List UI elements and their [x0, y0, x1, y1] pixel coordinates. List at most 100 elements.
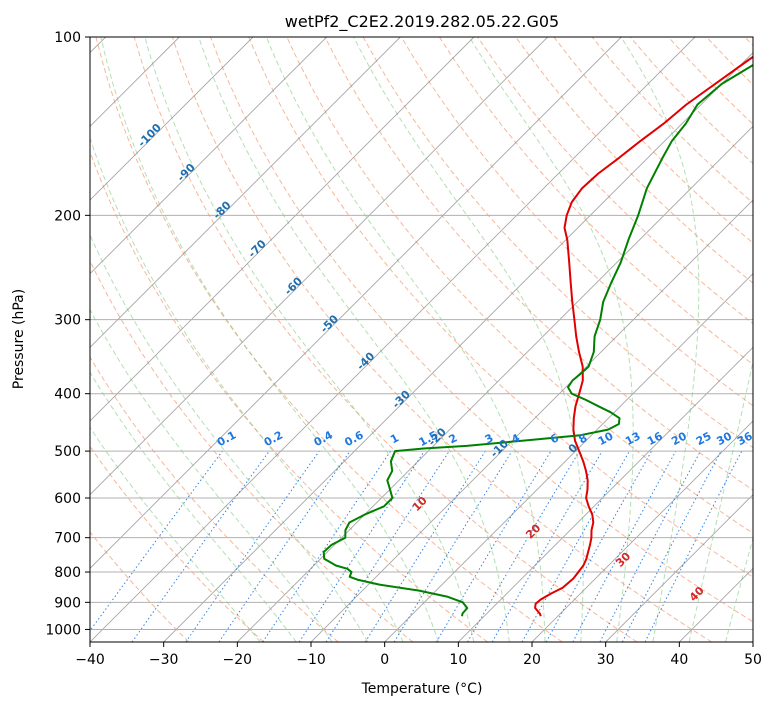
dry-adiabat: [324, 37, 753, 491]
dewpoint-profile: [322, 63, 753, 617]
isotherm-label: -80: [210, 198, 233, 221]
moist-adiabat-label: 20: [523, 521, 543, 541]
isotherm-label: -30: [390, 388, 413, 411]
dry-adiabat: [668, 37, 753, 125]
dry-adiabat: [90, 150, 488, 642]
moist-adiabat: [198, 37, 510, 642]
dry-adiabat: [171, 37, 712, 642]
plot-frame: [89, 36, 754, 643]
moist-adiabat: [90, 233, 369, 642]
dry-adiabat: [362, 37, 753, 449]
mixing-ratio-label: 0.4: [312, 428, 336, 449]
dry-adiabat: [248, 37, 753, 578]
y-tick-label: 600: [54, 491, 81, 507]
isotherm-line: [90, 37, 622, 569]
mixing-ratio-line: [435, 450, 552, 642]
isotherm-line: [679, 567, 753, 642]
dry-adiabat: [400, 37, 753, 407]
moist-adiabat-label: 30: [613, 549, 633, 569]
isotherm-line: [458, 346, 753, 642]
isotherm-label: -70: [246, 237, 269, 260]
mixing-ratio-line: [218, 450, 351, 642]
x-tick-label: 40: [670, 652, 688, 668]
mixing-ratio-label: 4: [509, 431, 522, 446]
isotherm-line: [310, 199, 753, 642]
isotherm-line: [605, 494, 753, 642]
y-tick-label: 900: [54, 595, 81, 611]
isotherm-line: [90, 37, 696, 642]
y-axis-label: Pressure (hPa): [11, 289, 27, 389]
isotherm-label: -50: [318, 312, 341, 335]
chart-title: wetPf2_C2E2.2019.282.05.22.G05: [285, 12, 559, 32]
moist-adiabat: [100, 37, 439, 642]
x-axis: −40 −30 −20 −10 0 10 20 30 40 50: [75, 642, 762, 668]
y-tick-label: 700: [54, 531, 81, 547]
dry-adiabat: [515, 37, 753, 284]
mixing-ratio-label: 13: [623, 429, 643, 448]
dry-adiabat: [133, 37, 638, 642]
isotherm-line: [384, 273, 753, 642]
isotherm-line: [752, 641, 753, 642]
mixing-ratio-line: [621, 450, 722, 642]
background-lines: [90, 37, 753, 642]
moist-adiabat: [144, 37, 475, 642]
isotherm-line: [90, 37, 401, 348]
dry-adiabat: [477, 37, 753, 325]
x-tick-label: 20: [523, 652, 541, 668]
isotherm-line: [90, 37, 327, 275]
moist-adiabat: [90, 308, 333, 642]
mixing-ratio-label: 0.1: [215, 428, 238, 449]
moist-adiabat: [90, 136, 404, 642]
dry-adiabat: [553, 37, 753, 244]
dry-adiabat: [95, 37, 563, 642]
isotherm-line: [531, 420, 753, 642]
y-tick-label: 1000: [45, 622, 81, 638]
mixing-ratio-label: 36: [735, 429, 755, 448]
sounding-profiles: [322, 55, 753, 617]
dry-adiabat: [90, 259, 414, 642]
mixing-ratio-label: 0.6: [342, 428, 366, 449]
mixing-ratio-label: 16: [645, 429, 665, 448]
mixing-ratio-line: [325, 450, 450, 642]
x-tick-label: −20: [223, 652, 253, 668]
mixing-ratio-line: [185, 450, 320, 642]
y-tick-label: 300: [54, 313, 81, 329]
y-tick-label: 500: [54, 444, 81, 460]
dry-adiabat: [210, 37, 753, 623]
isotherm-line: [237, 125, 753, 642]
mixing-ratio-label: 0.2: [262, 428, 285, 449]
mixing-ratio-label: 25: [694, 429, 714, 448]
mixing-ratio-line: [599, 450, 701, 642]
moist-adiabat: [725, 536, 753, 642]
y-tick-label: 400: [54, 387, 81, 403]
mixing-ratio-label: 1: [388, 431, 401, 446]
dry-adiabat: [706, 37, 753, 86]
mixing-ratio-line: [393, 450, 513, 642]
isotherm-label: -60: [282, 274, 305, 297]
mixing-ratio-line: [262, 450, 392, 642]
isotherm-label: -40: [354, 349, 377, 372]
mixing-ratio-line: [545, 450, 653, 642]
y-tick-label: 100: [54, 30, 81, 46]
mixing-ratio-line: [298, 450, 425, 642]
isotherm-line: [90, 37, 254, 201]
moist-adiabat: [265, 37, 546, 642]
moist-adiabat-label: 40: [687, 584, 707, 604]
dry-adiabat: [744, 37, 753, 47]
x-tick-label: 0: [380, 652, 389, 668]
moist-adiabat-label: 10: [410, 494, 430, 514]
mixing-ratio-label: 30: [714, 429, 734, 448]
x-tick-label: 50: [744, 652, 762, 668]
mixing-ratio-label: 10: [596, 429, 616, 448]
moist-adiabat: [90, 426, 261, 642]
y-tick-label: 800: [54, 565, 81, 581]
isotherm-line: [90, 37, 548, 496]
dry-adiabat: [438, 37, 753, 366]
dry-adiabat: [90, 356, 339, 642]
dry-adiabat: [90, 531, 190, 642]
x-tick-label: −10: [296, 652, 326, 668]
isobar-grid: [90, 37, 753, 630]
mixing-ratio-line: [521, 450, 630, 642]
x-tick-label: −40: [75, 652, 105, 668]
x-tick-label: −30: [149, 652, 179, 668]
